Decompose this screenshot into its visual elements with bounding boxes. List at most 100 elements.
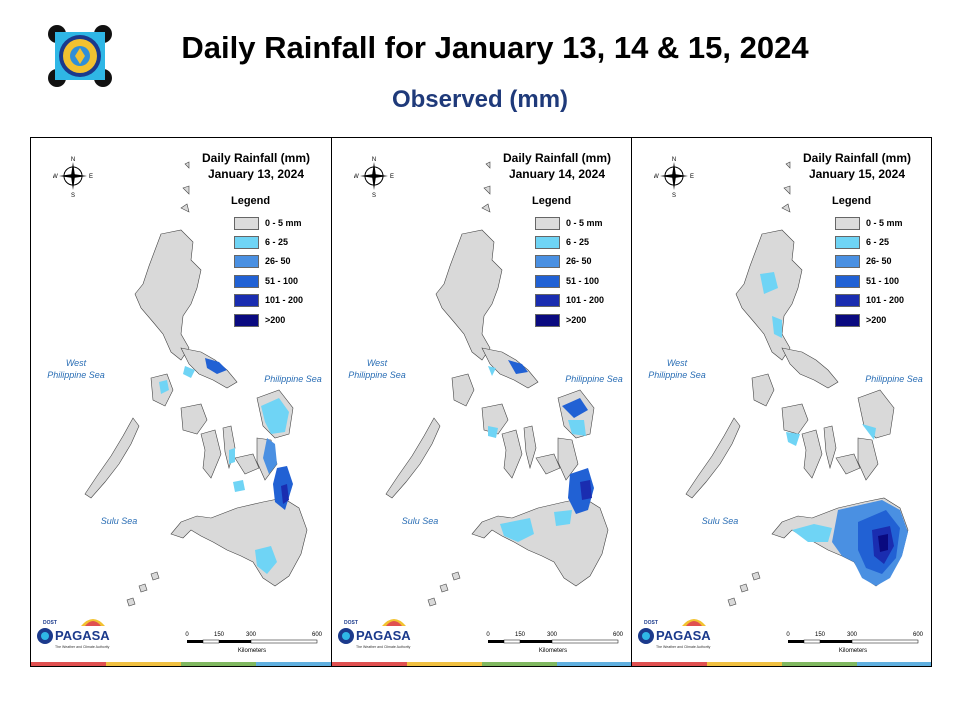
svg-text:DOST: DOST — [43, 620, 57, 626]
legend-item: 101 - 200 — [535, 293, 631, 307]
svg-text:W: W — [354, 174, 359, 180]
legend-swatch — [234, 216, 259, 230]
map-panel-jan15: West Philippine Sea Philippine Sea Sulu … — [631, 138, 931, 666]
legend-item: 101 - 200 — [835, 293, 931, 307]
svg-text:300: 300 — [246, 632, 257, 638]
svg-text:0: 0 — [185, 632, 189, 638]
svg-text:PAGASA: PAGASA — [55, 628, 110, 643]
legend-label: 51 - 100 — [866, 276, 900, 286]
svg-text:150: 150 — [214, 632, 225, 638]
scale-bar: 0 150 300 600 Kilometers — [181, 628, 326, 662]
map-panels: West Philippine Sea Philippine Sea Sulu … — [30, 137, 932, 667]
svg-text:DOST: DOST — [644, 620, 658, 626]
sea-label-west-2: Philippine Sea — [47, 370, 105, 380]
legend-swatch — [535, 313, 560, 327]
sea-label-south: Sulu Sea — [101, 516, 138, 526]
legend-item: >200 — [535, 313, 631, 327]
legend-item: 0 - 5 mm — [535, 216, 631, 230]
panel-date: January 13, 2024 — [207, 167, 305, 181]
compass-rose-icon: N S E W — [353, 154, 394, 199]
legend-label: 26- 50 — [566, 256, 592, 266]
sea-label-east: Philippine Sea — [865, 374, 923, 384]
panel-date: January 14, 2024 — [508, 167, 606, 181]
legend-label: 101 - 200 — [566, 295, 605, 305]
svg-text:N: N — [672, 157, 676, 163]
legend-label: 0 - 5 mm — [265, 218, 302, 228]
legend-swatch — [234, 254, 259, 268]
panel-title: Daily Rainfall (mm) January 14, 2024 — [492, 150, 622, 182]
svg-text:N: N — [372, 157, 376, 163]
legend-item: 6 - 25 — [535, 235, 631, 249]
sea-label-west: West — [667, 358, 688, 368]
scale-bar: 0 150 300 600 Kilometers — [782, 628, 927, 662]
svg-text:S: S — [372, 193, 376, 198]
legend-item: 6 - 25 — [835, 235, 931, 249]
panel-title: Daily Rainfall (mm) January 15, 2024 — [792, 150, 922, 182]
panel-date: January 15, 2024 — [808, 167, 906, 181]
legend-label: 0 - 5 mm — [566, 218, 603, 228]
legend-item: >200 — [835, 313, 931, 327]
legend-swatch — [234, 313, 259, 327]
svg-text:Kilometers: Kilometers — [539, 648, 567, 654]
legend-label: >200 — [866, 315, 887, 325]
legend-label: 6 - 25 — [265, 237, 289, 247]
legend-swatch — [835, 313, 860, 327]
color-strip — [632, 662, 931, 666]
legend-item: 0 - 5 mm — [234, 216, 331, 230]
legend-label: 26- 50 — [265, 256, 291, 266]
legend-item: >200 — [234, 313, 331, 327]
legend-swatch — [835, 274, 860, 288]
legend-label: 6 - 25 — [866, 237, 890, 247]
color-strip — [332, 662, 631, 666]
legend-swatch — [835, 235, 860, 249]
legend-item: 0 - 5 mm — [835, 216, 931, 230]
legend-label: 101 - 200 — [866, 295, 905, 305]
legend-swatch — [835, 254, 860, 268]
panel-title-line1: Daily Rainfall (mm) — [502, 151, 612, 165]
legend-swatch — [234, 293, 259, 307]
svg-text:600: 600 — [613, 632, 624, 638]
svg-text:150: 150 — [515, 632, 526, 638]
svg-text:600: 600 — [913, 632, 924, 638]
svg-text:0: 0 — [786, 632, 790, 638]
legend-item: 6 - 25 — [234, 235, 331, 249]
sea-label-west-2: Philippine Sea — [648, 370, 706, 380]
svg-text:600: 600 — [312, 632, 323, 638]
legend-label: >200 — [265, 315, 286, 325]
color-strip — [31, 662, 331, 666]
svg-text:PAGASA: PAGASA — [656, 628, 711, 643]
philippines-map: West Philippine Sea Philippine Sea Sulu … — [348, 161, 623, 607]
pagasa-logo-top — [47, 24, 113, 88]
pagasa-logo: DOST PAGASA The Weather and Climate Auth… — [35, 612, 111, 654]
scale-bar: 0 150 300 600 Kilometers — [482, 628, 627, 662]
legend-item: 101 - 200 — [234, 293, 331, 307]
sea-label-west: West — [367, 358, 388, 368]
panel-title: Daily Rainfall (mm) January 13, 2024 — [191, 150, 321, 182]
legend-item: 26- 50 — [535, 254, 631, 268]
legend-title: Legend — [532, 195, 572, 207]
legend-label: 51 - 100 — [566, 276, 600, 286]
map-panel-jan13: West Philippine Sea Philippine Sea Sulu … — [31, 138, 331, 666]
svg-text:S: S — [71, 193, 75, 198]
svg-text:DOST: DOST — [344, 620, 358, 626]
sea-label-east: Philippine Sea — [565, 374, 623, 384]
sea-label-east: Philippine Sea — [264, 374, 322, 384]
legend-label: 6 - 25 — [566, 237, 590, 247]
legend-label: 26- 50 — [866, 256, 892, 266]
pagasa-logo: DOST PAGASA The Weather and Climate Auth… — [636, 612, 712, 654]
legend-swatch — [835, 293, 860, 307]
svg-text:PAGASA: PAGASA — [356, 628, 411, 643]
map-panel-jan14: West Philippine Sea Philippine Sea Sulu … — [331, 138, 631, 666]
panel-title-line1: Daily Rainfall (mm) — [802, 151, 912, 165]
legend-swatch — [835, 216, 860, 230]
svg-text:E: E — [690, 174, 694, 180]
compass-rose-icon: N S E W — [52, 154, 93, 199]
svg-text:The Weather and Climate Author: The Weather and Climate Authority — [55, 645, 110, 649]
svg-text:Kilometers: Kilometers — [839, 648, 867, 654]
legend-swatch — [535, 293, 560, 307]
sea-label-south: Sulu Sea — [702, 516, 739, 526]
svg-text:The Weather and Climate Author: The Weather and Climate Authority — [656, 645, 711, 649]
pagasa-logo: DOST PAGASA The Weather and Climate Auth… — [336, 612, 412, 654]
svg-text:E: E — [89, 174, 93, 180]
compass-rose-icon: N S E W — [653, 154, 694, 199]
